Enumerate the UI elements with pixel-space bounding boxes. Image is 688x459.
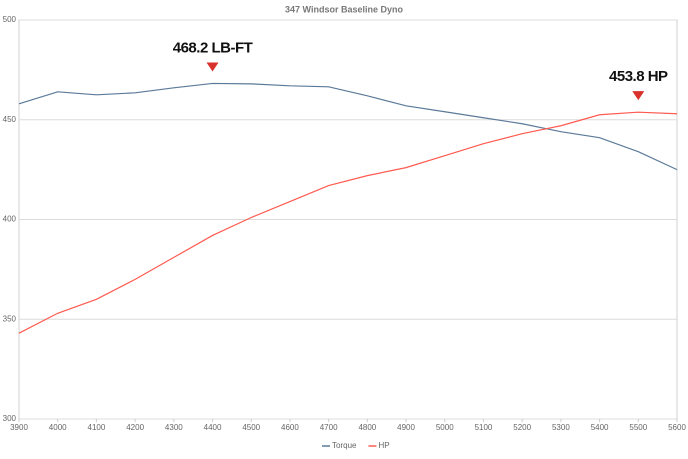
x-tick-label: 4500 <box>242 423 260 432</box>
y-tick-label: 500 <box>3 15 17 24</box>
y-tick-label: 400 <box>3 215 17 224</box>
x-tick-label: 4800 <box>358 423 376 432</box>
annotation-text: 468.2 LB-FT <box>173 39 253 56</box>
x-tick-label: 5600 <box>668 423 686 432</box>
series-line <box>18 82 678 171</box>
x-tick-label: 5400 <box>591 423 609 432</box>
x-tick-label: 5500 <box>629 423 647 432</box>
y-tick-label: 450 <box>3 115 17 124</box>
x-tick-label: 4600 <box>281 423 299 432</box>
x-tick-label: 5000 <box>436 423 454 432</box>
annotation-marker <box>632 91 645 101</box>
annotation-marker <box>206 62 219 72</box>
annotation-text: 453.8 HP <box>609 68 668 85</box>
legend-label: HP <box>378 441 389 450</box>
x-tick-label: 4400 <box>204 423 222 432</box>
x-tick-label: 5200 <box>513 423 531 432</box>
y-tick-label: 300 <box>3 414 17 423</box>
legend-label: Torque <box>332 441 357 450</box>
x-tick-label: 4300 <box>165 423 183 432</box>
x-tick-label: 5100 <box>475 423 493 432</box>
x-tick-label: 5300 <box>552 423 570 432</box>
x-tick-label: 3900 <box>10 423 28 432</box>
x-tick-label: 4200 <box>126 423 144 432</box>
y-tick-label: 350 <box>3 314 17 323</box>
chart-title: 347 Windsor Baseline Dyno <box>285 4 403 14</box>
x-tick-label: 4900 <box>397 423 415 432</box>
x-tick-label: 4700 <box>320 423 338 432</box>
x-tick-label: 4000 <box>49 423 67 432</box>
x-tick-label: 4100 <box>88 423 106 432</box>
series-line <box>18 111 678 334</box>
